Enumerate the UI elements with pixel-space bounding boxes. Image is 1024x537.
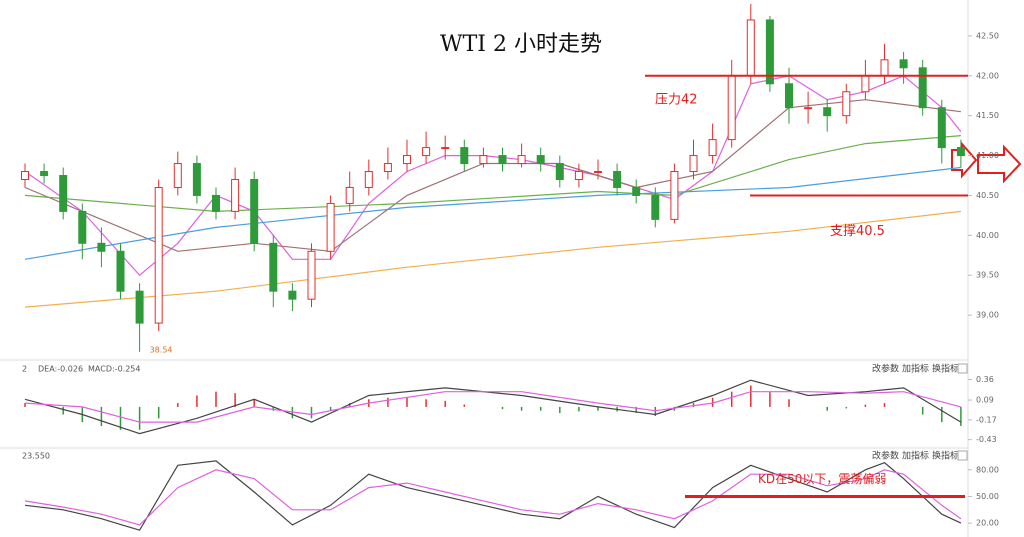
candle-body [422, 147, 431, 157]
candle-body [173, 163, 182, 188]
candle-body [59, 175, 68, 212]
y-tick-label: 50.00 [976, 492, 999, 501]
candle-body [823, 107, 832, 117]
candle-body [269, 242, 278, 292]
candle-body [880, 59, 889, 77]
close-button[interactable] [957, 363, 968, 374]
y-tick-label: 40.50 [976, 191, 999, 200]
candle-body [708, 139, 717, 157]
candle-body [746, 19, 755, 77]
close-button[interactable] [957, 450, 968, 461]
candle-body [670, 171, 679, 220]
candle-body [842, 91, 851, 117]
indicator-line [24, 99, 961, 252]
indicator-label: 2 [22, 365, 27, 374]
indicator-button[interactable]: 加指标 [902, 450, 929, 462]
candle-body [231, 178, 240, 212]
candle-body [288, 290, 297, 300]
y-tick-label: 41.50 [976, 111, 999, 120]
y-tick-label: -0.17 [976, 415, 997, 424]
candle-body [403, 155, 411, 165]
candle-body [574, 171, 583, 180]
candle-body [307, 250, 316, 300]
candle-body [651, 194, 660, 220]
y-tick-label: 39.00 [976, 311, 999, 320]
candle-body [78, 210, 87, 244]
y-tick-label: 40.00 [976, 231, 999, 240]
y-tick-label: 0.09 [976, 396, 994, 405]
candle-body [116, 250, 125, 292]
candle-body [918, 67, 927, 109]
y-tick-label: 42.50 [976, 31, 999, 40]
candle-body [154, 186, 163, 324]
y-tick-label: 39.50 [976, 271, 999, 280]
y-tick-label: -0.43 [976, 435, 997, 444]
candle-body [899, 59, 908, 69]
candle-body [212, 194, 220, 212]
candle-body [383, 163, 392, 173]
level-label: 压力42 [655, 92, 698, 107]
candle-body [40, 171, 49, 177]
candle-body [250, 178, 259, 244]
indicator-line [24, 469, 962, 526]
indicator-button[interactable]: 换指标 [932, 363, 959, 375]
indicator-line [24, 210, 961, 308]
candle-body [861, 75, 870, 93]
indicator-line [24, 391, 962, 423]
candle-body [555, 163, 564, 180]
indicator-label: MACD:-0.254 [88, 365, 140, 374]
candle-body [804, 107, 813, 110]
indicator-line [24, 75, 962, 277]
candle-body [97, 242, 106, 252]
candle-body [460, 147, 469, 165]
indicator-button[interactable]: 改参数 [872, 363, 899, 375]
level-label: 支撑40.5 [830, 224, 885, 239]
y-tick-label: 0.36 [976, 375, 994, 384]
chart-title: WTI 2 小时走势 [440, 32, 602, 57]
indicator-line [24, 379, 962, 435]
candle-body [785, 83, 793, 109]
indicator-label: DEA:-0.026 [38, 365, 83, 374]
candle-body [765, 19, 774, 85]
y-tick-label: 80.00 [976, 465, 999, 474]
candle-body [345, 186, 354, 204]
candle-body [498, 155, 507, 165]
candle-body [727, 75, 736, 141]
candle-body [937, 107, 946, 149]
candle-body [689, 155, 698, 173]
indicator-label: 23.550 [22, 452, 50, 461]
indicator-button[interactable]: 换指标 [932, 450, 959, 462]
candle-body [613, 171, 622, 188]
low-label: 38.54 [150, 345, 173, 354]
indicator-button[interactable]: 改参数 [872, 450, 899, 462]
candle-body [632, 186, 641, 196]
indicator-line [24, 460, 962, 531]
candle-body [326, 202, 335, 252]
candle-body [956, 147, 965, 157]
y-tick-label: 20.00 [976, 519, 999, 528]
indicator-line [24, 135, 961, 213]
candle-body [21, 171, 29, 180]
candle-body [364, 171, 373, 188]
indicator-line [24, 166, 961, 260]
candle-body [192, 163, 201, 196]
candle-body [441, 147, 450, 150]
y-tick-label: 42.00 [976, 71, 999, 80]
candle-body [594, 171, 602, 174]
level-label: KD在50以下，震荡偏弱 [758, 471, 886, 486]
y-tick-label: 41.00 [976, 151, 999, 160]
indicator-button[interactable]: 加指标 [902, 363, 929, 375]
candle-body [536, 155, 545, 165]
candle-body [517, 155, 526, 165]
arrow-icon [977, 144, 1022, 184]
candle-body [479, 155, 488, 165]
candle-body [135, 290, 144, 324]
